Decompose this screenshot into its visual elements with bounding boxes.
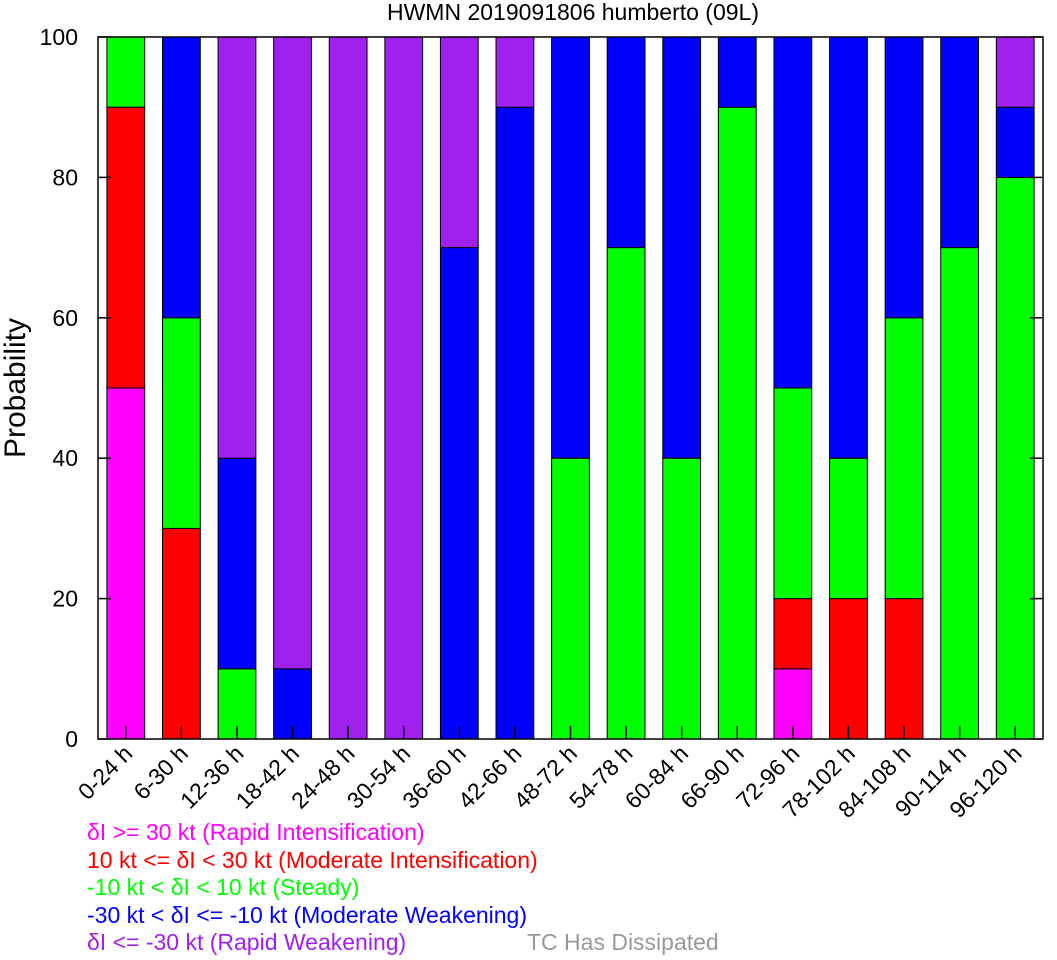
y-tick-label: 80 bbox=[52, 164, 78, 190]
bar-segment-84-108h-s3 bbox=[884, 36, 924, 319]
y-tick-labels: 0 20 40 60 80 100 bbox=[40, 24, 78, 752]
bar-segment-96-120h-s3 bbox=[995, 106, 1035, 178]
bar-segment-60-84h-s3 bbox=[662, 36, 702, 459]
bar-segment-30-54h-s4 bbox=[384, 36, 424, 740]
bar-segment-90-114h-s3 bbox=[940, 36, 980, 249]
bar-segment-60-84h-s2 bbox=[662, 457, 702, 740]
x-tick-labels: 0-24 h6-30 h12-36 h18-42 h24-48 h30-54 h… bbox=[73, 740, 1027, 823]
bar-segment-90-114h-s2 bbox=[940, 247, 980, 740]
bars-group bbox=[106, 36, 1035, 740]
bar-segment-78-102h-s1 bbox=[829, 598, 868, 740]
y-axis-label: Probability bbox=[0, 318, 32, 458]
y-tick-label: 60 bbox=[52, 305, 78, 331]
bar-segment-36-60h-s4 bbox=[439, 36, 479, 249]
y-tick-label: 0 bbox=[65, 726, 78, 752]
bar-segment-0-24h-s1 bbox=[106, 106, 146, 389]
bar-segment-6-30h-s1 bbox=[161, 527, 201, 740]
bar-segment-6-30h-s2 bbox=[161, 317, 201, 529]
y-tick-label: 20 bbox=[52, 586, 78, 612]
legend-entry-2: -10 kt < δI < 10 kt (Steady) bbox=[87, 874, 360, 900]
bar-segment-0-24h-s2 bbox=[106, 36, 146, 108]
bar-segment-72-96h-s1 bbox=[773, 598, 813, 670]
legend-entry-1: 10 kt <= δI < 30 kt (Moderate Intensific… bbox=[87, 846, 538, 873]
bar-segment-18-42h-s4 bbox=[273, 36, 312, 670]
bar-segment-96-120h-s4 bbox=[995, 36, 1035, 108]
x-tick-label: 0-24 h bbox=[73, 740, 138, 805]
legend-entry-4: δI <= -30 kt (Rapid Weakening) bbox=[87, 929, 407, 955]
bar-segment-24-48h-s4 bbox=[328, 36, 368, 740]
bar-segment-72-96h-s2 bbox=[773, 387, 813, 600]
bar-segment-42-66h-s3 bbox=[495, 106, 535, 740]
bar-segment-78-102h-s3 bbox=[829, 36, 868, 459]
legend-entry-3: -30 kt < δI <= -10 kt (Moderate Weakenin… bbox=[87, 901, 528, 928]
bar-segment-84-108h-s1 bbox=[884, 598, 924, 740]
y-tick-label: 100 bbox=[40, 24, 78, 50]
bar-segment-84-108h-s2 bbox=[884, 317, 924, 600]
bar-segment-66-90h-s2 bbox=[717, 106, 757, 740]
bar-segment-36-60h-s3 bbox=[439, 247, 479, 740]
bar-segment-66-90h-s3 bbox=[717, 36, 757, 108]
bar-segment-72-96h-s3 bbox=[773, 36, 813, 389]
bar-segment-54-78h-s2 bbox=[606, 247, 646, 740]
bar-segment-48-72h-s3 bbox=[551, 36, 590, 459]
chart-title: HWMN 2019091806 humberto (09L) bbox=[387, 0, 759, 25]
bar-segment-6-30h-s3 bbox=[161, 36, 201, 319]
bar-segment-54-78h-s3 bbox=[606, 36, 646, 249]
legend-dissipated-label: TC Has Dissipated bbox=[527, 929, 719, 955]
bar-segment-0-24h-s0 bbox=[106, 387, 146, 740]
bar-segment-12-36h-s4 bbox=[217, 36, 257, 459]
bar-segment-96-120h-s2 bbox=[995, 176, 1035, 740]
bar-segment-42-66h-s4 bbox=[495, 36, 535, 108]
axes-group bbox=[97, 36, 1044, 740]
y-tick-label: 40 bbox=[52, 445, 78, 471]
bar-segment-48-72h-s2 bbox=[551, 457, 590, 740]
bar-segment-12-36h-s3 bbox=[217, 457, 257, 670]
legend-entry-0: δI >= 30 kt (Rapid Intensification) bbox=[87, 819, 425, 845]
bar-segment-78-102h-s2 bbox=[829, 457, 868, 600]
